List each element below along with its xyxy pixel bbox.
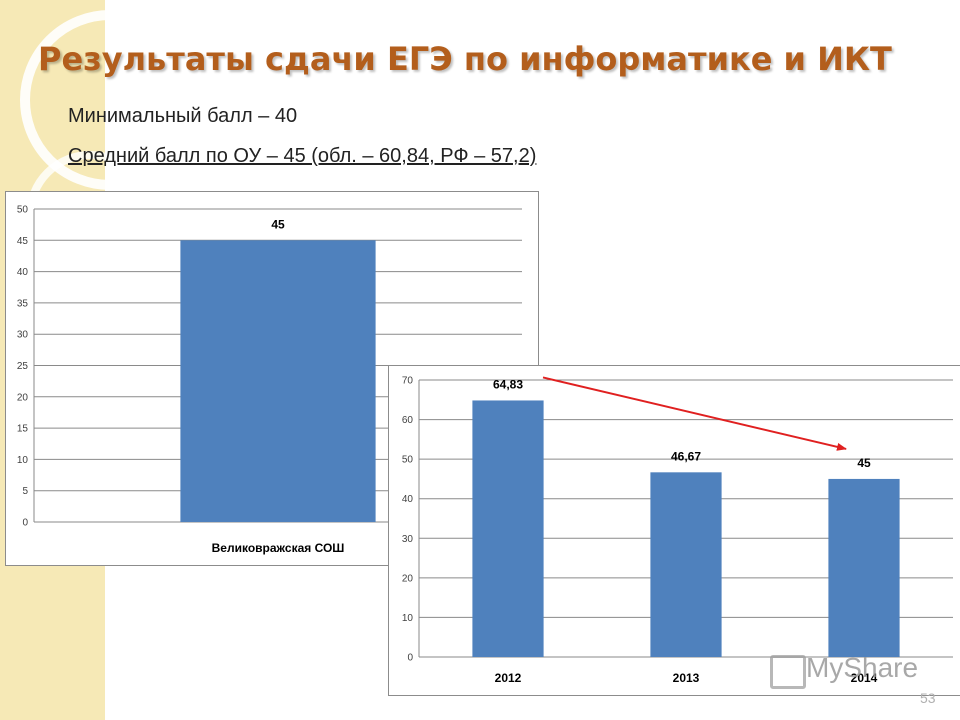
y-tick-label: 70 — [402, 376, 414, 387]
bar-Великовражская СОШ — [180, 240, 376, 523]
slide-title: Результаты сдачи ЕГЭ по информатике и ИК… — [38, 40, 892, 78]
min-score-text: Минимальный балл – 40 — [68, 105, 298, 127]
y-tick-label: 15 — [17, 424, 29, 435]
x-category-label: 2012 — [495, 671, 522, 685]
avg-score-text: Средний балл по ОУ – 45 (обл. – 60,84, Р… — [68, 145, 537, 167]
bar-2013 — [650, 472, 722, 657]
watermark-text: MyShare — [806, 652, 919, 683]
y-tick-label: 30 — [17, 330, 29, 341]
y-tick-label: 40 — [17, 267, 29, 278]
bar-value-label: 45 — [271, 217, 285, 231]
y-tick-label: 30 — [402, 534, 414, 545]
yearly-score-chart-svg: 0 10 20 30 40 50 60 70 64,83 2012 46,67 2013 45 2014 — [402, 376, 953, 685]
school-score-chart: 0 5 10 15 20 25 30 35 40 45 50 45 Великовражская СОШ — [5, 191, 539, 566]
y-tick-label: 50 — [17, 205, 29, 216]
y-tick-label: 50 — [402, 455, 414, 466]
watermark-logo: MyShare — [772, 652, 918, 684]
bar-2012 — [472, 400, 544, 657]
y-tick-label: 0 — [407, 653, 413, 664]
page-number: 53 — [920, 690, 936, 706]
trend-arrow — [542, 376, 847, 451]
x-category-label: 2013 — [673, 671, 700, 685]
x-category-label: 2014 — [851, 671, 878, 685]
watermark-icon — [770, 655, 806, 689]
y-tick-label: 0 — [22, 518, 28, 529]
bar-2014 — [828, 478, 900, 657]
y-tick-label: 60 — [402, 415, 414, 426]
y-tick-label: 20 — [402, 573, 414, 584]
bar-value-label: 45 — [857, 456, 871, 470]
y-tick-label: 45 — [17, 236, 29, 247]
y-tick-label: 40 — [402, 494, 414, 505]
y-tick-label: 10 — [402, 613, 414, 624]
decor-ring-top — [20, 10, 110, 190]
bar-value-label: 64,83 — [493, 377, 523, 391]
y-tick-label: 25 — [17, 361, 29, 372]
y-tick-label: 20 — [17, 392, 29, 403]
y-tick-label: 35 — [17, 298, 29, 309]
x-category-label: Великовражская СОШ — [212, 541, 345, 555]
school-score-chart-svg: 0 5 10 15 20 25 30 35 40 45 50 45 Великовражская СОШ — [17, 205, 522, 555]
bar-value-label: 46,67 — [671, 449, 701, 463]
yearly-score-chart: 0 10 20 30 40 50 60 70 64,83 2012 46,67 2013 45 2014 — [388, 365, 960, 696]
y-tick-label: 5 — [22, 486, 28, 497]
y-tick-label: 10 — [17, 455, 29, 466]
